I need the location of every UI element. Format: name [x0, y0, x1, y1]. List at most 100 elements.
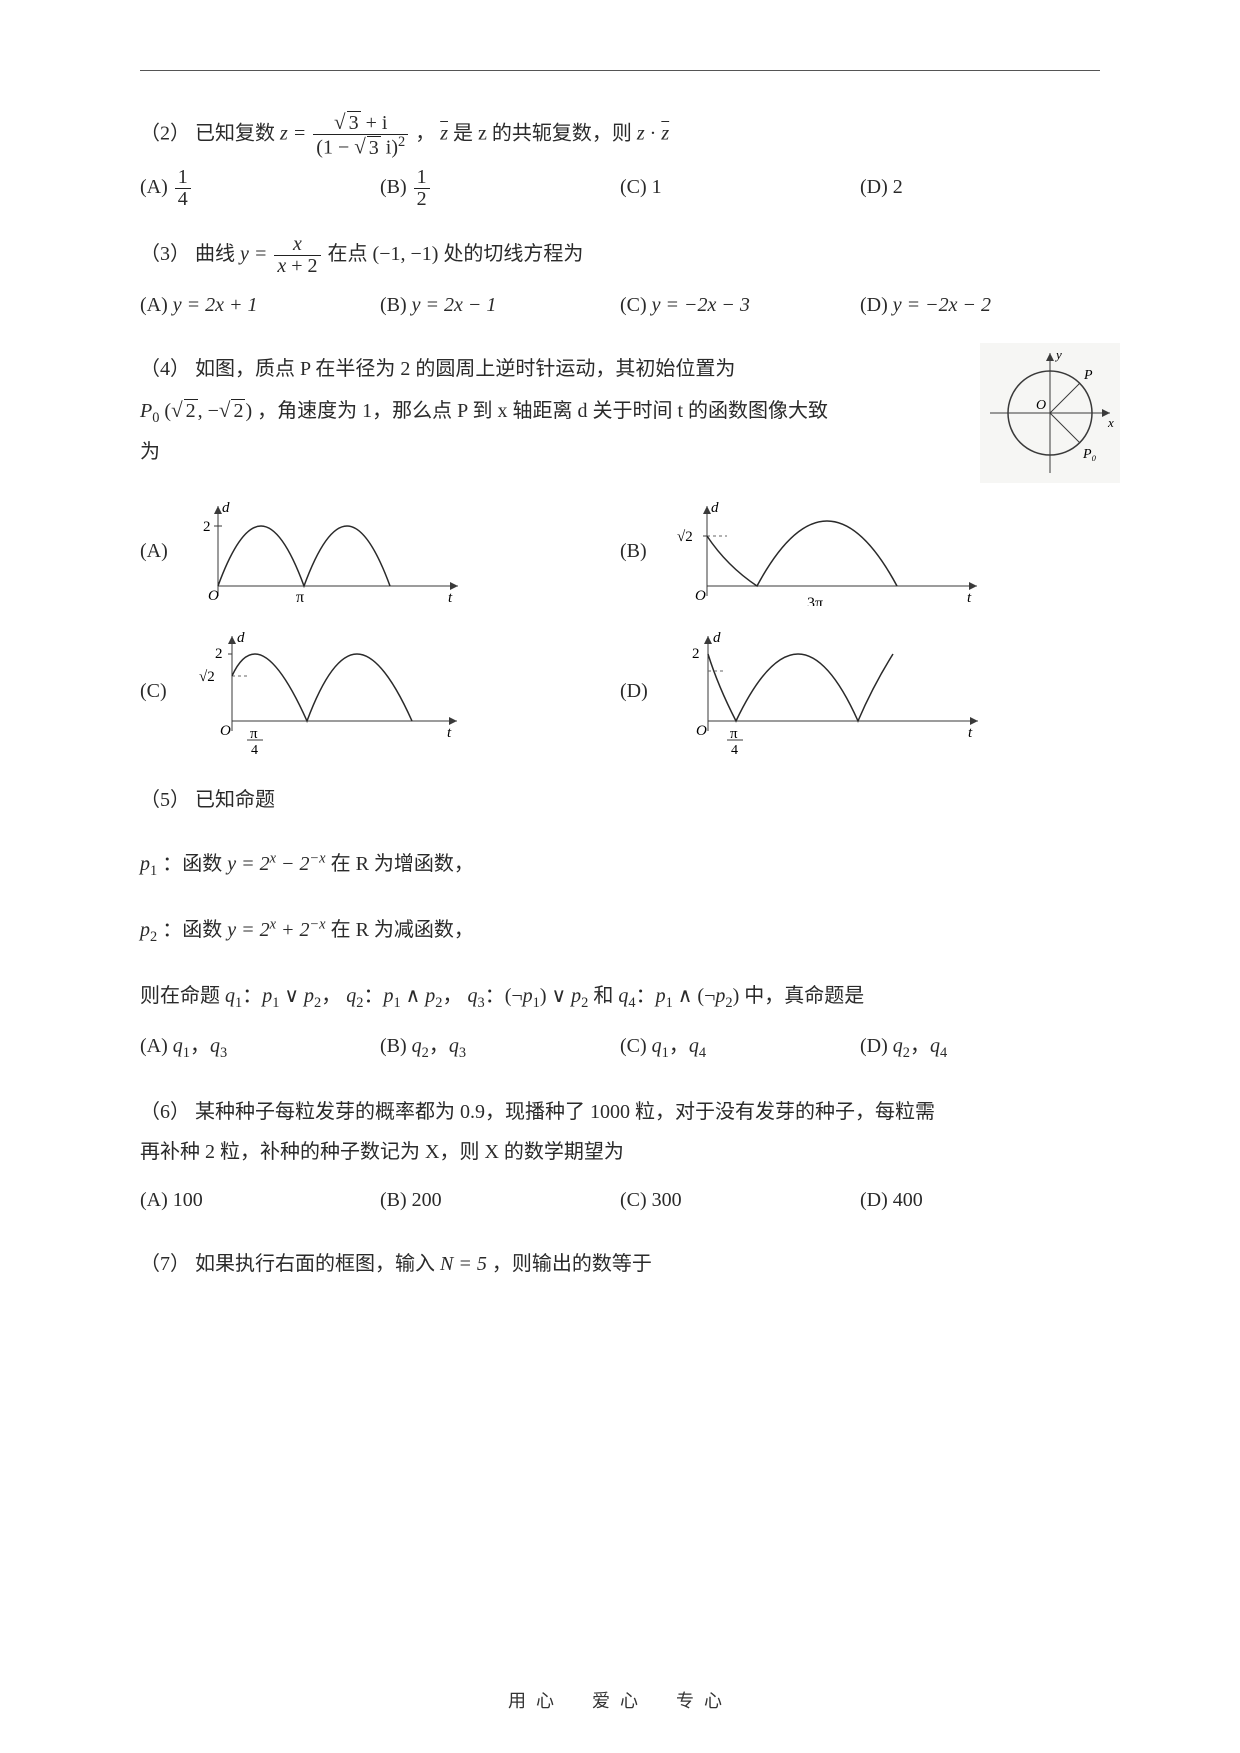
label-p0: P₀ — [1082, 447, 1097, 462]
q2-z: z — [637, 122, 645, 144]
question-5: （5） 已知命题 — [140, 780, 1100, 820]
opt-label: (A) — [140, 1189, 168, 1211]
opt-label: (B) — [380, 1035, 407, 1057]
opt-value: y = −2x − 2 — [893, 294, 991, 316]
ymax-label: √2 — [677, 529, 693, 545]
opt-value: y = 2x − 1 — [412, 294, 497, 316]
d-label: d — [222, 500, 230, 516]
q3-opt-b: (B) y = 2x − 1 — [380, 285, 620, 325]
q7-n-eq: N = 5 — [440, 1253, 487, 1275]
opt-label: (D) — [860, 1189, 888, 1211]
ymax-label: 2 — [203, 519, 211, 535]
label-x: x — [1107, 415, 1114, 430]
opt-value: y = 2x + 1 — [173, 294, 258, 316]
q4-graph-d: (D) O 2 d t π 4 — [620, 626, 1100, 756]
frac-num: x — [274, 234, 320, 256]
q2-stem-post1: 是 z 的共轭复数，则 — [453, 122, 637, 144]
q2-z-eq: z = — [280, 122, 311, 144]
xtick: 3π — [807, 595, 823, 606]
q3-y-eq: y = — [240, 243, 272, 265]
origin-label: O — [696, 723, 707, 739]
frac-num: 1 — [414, 167, 430, 189]
opt-label: (D) — [860, 294, 888, 316]
q5-options: (A) q1，q3 (B) q2，q3 (C) q1，q4 (D) q2，q4 — [140, 1026, 1100, 1068]
frac-den: 4 — [175, 189, 191, 210]
arrow-icon — [214, 506, 222, 514]
q6-opt-d: (D) 400 — [860, 1180, 1100, 1220]
q3-stem-pre: 曲线 — [195, 243, 240, 265]
d-label: d — [711, 500, 719, 516]
opt-label: (A) — [140, 176, 168, 198]
arrow-icon — [704, 636, 712, 644]
sqrt-icon: √ — [171, 398, 183, 422]
q6-opt-b: (B) 200 — [380, 1180, 620, 1220]
t-label: t — [448, 590, 453, 606]
q6-opt-c: (C) 300 — [620, 1180, 860, 1220]
opt-value: 400 — [893, 1189, 923, 1211]
qline-pre: 则在命题 — [140, 985, 225, 1007]
q2-b-frac: 1 2 — [414, 167, 430, 210]
q4-sqrt2b: 2 — [231, 399, 245, 422]
q2-opt-a: (A) 1 4 — [140, 167, 380, 210]
q4-graph-b: (B) O √2 d t 3π 4 — [620, 496, 1100, 606]
origin-label: O — [208, 588, 219, 604]
opt-label: (B) — [380, 1189, 407, 1211]
q3-options: (A) y = 2x + 1 (B) y = 2x − 1 (C) y = −2… — [140, 285, 1100, 325]
q3-stem-post: 处的切线方程为 — [443, 243, 583, 265]
q4-line1: 如图，质点 P 在半径为 2 的圆周上逆时针运动，其初始位置为 — [195, 358, 735, 380]
question-6: （6） 某种种子每粒发芽的概率都为 0.9，现播种了 1000 粒，对于没有发芽… — [140, 1092, 1100, 1220]
opt-value: 100 — [173, 1189, 203, 1211]
question-7: （7） 如果执行右面的框图，输入 N = 5 ，则输出的数等于 — [140, 1244, 1100, 1284]
opt-label: (B) — [380, 294, 407, 316]
label-p: P — [1083, 368, 1093, 383]
q2-opt-c: (C) 1 — [620, 167, 860, 210]
xtick: π — [296, 589, 304, 606]
graph-label: (A) — [140, 540, 168, 563]
q7-stem-post: ，则输出的数等于 — [492, 1253, 652, 1275]
sqrt-icon: √ — [219, 398, 231, 422]
opt-label: (D) — [860, 1035, 888, 1057]
q3-stem-mid: 在点 — [328, 243, 373, 265]
q5-qline: 则在命题 q1：p1 ∨ p2， q2：p1 ∧ p2， q3：(¬p1) ∨ … — [140, 976, 1100, 1068]
q5-opt-c: (C) q1，q4 — [620, 1026, 860, 1068]
opt-label: (D) — [860, 176, 888, 198]
graph-label: (C) — [140, 680, 167, 703]
q3-opt-a: (A) y = 2x + 1 — [140, 285, 380, 325]
q2-stem-pre: 已知复数 — [195, 122, 280, 144]
q6-line2: 再补种 2 粒，补种的种子数记为 X，则 X 的数学期望为 — [140, 1141, 624, 1163]
arrow-icon — [449, 717, 457, 725]
graph-d-svg: O 2 d t π 4 — [658, 626, 988, 756]
frac-den: 2 — [414, 189, 430, 210]
sqrt-icon: √ — [354, 135, 366, 159]
frac-num: 1 — [175, 167, 191, 189]
p2-func: y = 2x + 2−x — [227, 919, 325, 941]
opt-label: (C) — [620, 1035, 647, 1057]
ymax: 2 — [692, 646, 700, 662]
opt-value: 1 — [652, 176, 662, 198]
p1-post: 在 R 为增函数， — [331, 853, 474, 875]
q4-line3: 为 — [140, 441, 160, 463]
q5-opt-a: (A) q1，q3 — [140, 1026, 380, 1068]
q5-opt-b: (B) q2，q3 — [380, 1026, 620, 1068]
q2-sqrt3: 3 — [347, 111, 361, 134]
q2-conj2: z — [661, 122, 669, 144]
q3-fraction: x x + 2 — [274, 234, 320, 277]
opt-value: 200 — [412, 1189, 442, 1211]
opt-label: (A) — [140, 1035, 168, 1057]
p1-label: p — [140, 853, 150, 875]
q2-number: （2） — [140, 122, 190, 144]
graph-a-svg: O 2 d t π — [178, 496, 468, 606]
xtick-den: 4 — [731, 743, 738, 756]
opt-value: 2 — [893, 176, 903, 198]
q2-conj: z — [440, 122, 448, 144]
arrow-icon — [703, 506, 711, 514]
arrow-icon — [969, 582, 977, 590]
t-label: t — [967, 590, 972, 606]
ymaxs2: √2 — [199, 669, 215, 685]
origin-label: O — [220, 723, 231, 739]
q2-frac-den: (1 − √3 i)2 — [313, 135, 408, 159]
p2-label: p — [140, 919, 150, 941]
q2-options: (A) 1 4 (B) 1 2 (C) 1 (D) 2 — [140, 167, 1100, 210]
opt-value: 300 — [652, 1189, 682, 1211]
q6-number: （6） — [140, 1101, 190, 1123]
